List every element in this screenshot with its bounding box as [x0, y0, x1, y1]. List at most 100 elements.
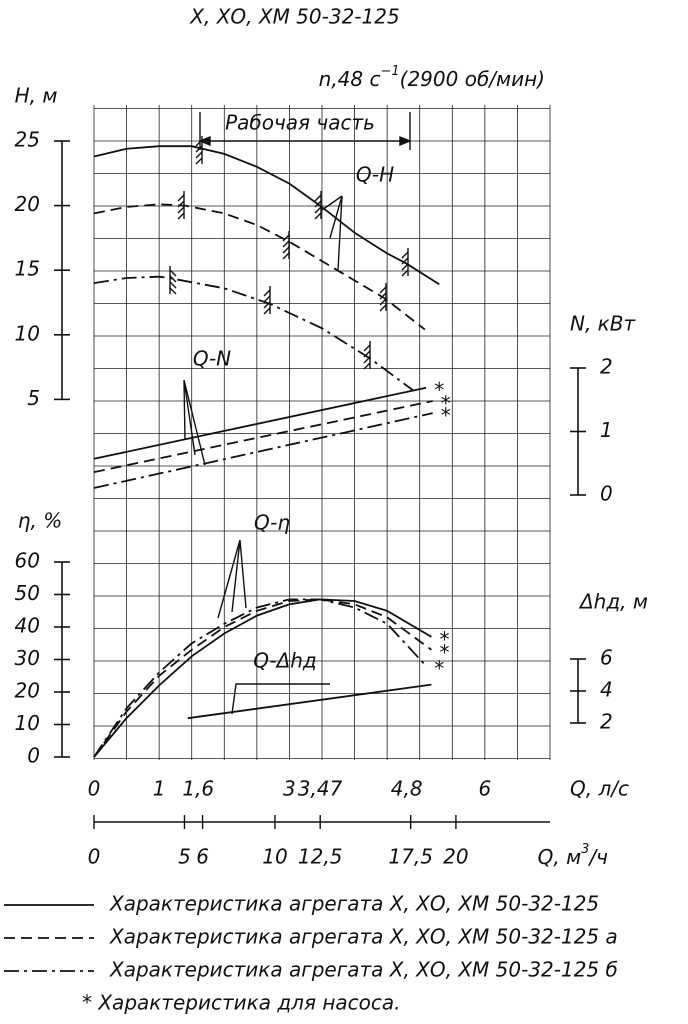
marker-hatch: [363, 362, 371, 370]
curve: [93, 386, 427, 460]
y-tick-label: 0: [27, 744, 40, 768]
q-m3h-tick-label: 10: [262, 845, 287, 869]
y-tick-label: 2: [600, 355, 613, 379]
legend-label: Характеристика агрегата Х, ХО, ХМ 50-32-…: [109, 958, 618, 982]
marker-hatch: [177, 194, 185, 202]
marker-hatch: [169, 287, 177, 295]
q-m3h-tick-label: 0: [88, 845, 101, 869]
marker-hatch: [314, 206, 322, 214]
q-tick-label: 3,47: [298, 777, 343, 801]
pump-mark: *: [434, 657, 444, 681]
marker-hatch: [169, 275, 177, 283]
leader-lines: [183, 195, 343, 715]
curve: [93, 203, 426, 331]
arrow-heads: [198, 135, 412, 147]
curve: [93, 145, 440, 286]
pump-mark: *: [441, 404, 451, 428]
curve: [187, 683, 432, 720]
q-tick-label: 4,8: [391, 777, 423, 801]
marker-hatch: [282, 240, 290, 248]
q-m3h-tick-label: 6: [196, 845, 209, 869]
speed-label: n,48 с−1(2900 об/мин): [319, 64, 545, 91]
leader-q-n: [183, 379, 206, 466]
marker-hatch: [195, 151, 203, 159]
marker-hatch: [195, 139, 203, 147]
legend-note: * Характеристика для насоса.: [82, 991, 401, 1015]
y-tick-label: 50: [15, 581, 40, 605]
marker-hatch: [314, 194, 322, 202]
q-tick-label: 6: [478, 777, 491, 801]
marker-hatch: [379, 292, 387, 300]
y-tick-label: 1: [600, 418, 613, 442]
marker-hatch: [169, 269, 177, 277]
curve: [93, 598, 432, 758]
speed-exponent: −1: [380, 64, 399, 79]
q-m3h-tick-label: 5: [178, 845, 191, 869]
q-m3h-axis-label: Q, м3/ч: [538, 842, 609, 869]
leader-q-h: [321, 195, 343, 271]
speed-text: n,48 с: [319, 67, 381, 91]
y-tick-label: 60: [15, 549, 40, 573]
q-m3h-text: Q, м: [538, 845, 582, 869]
marker-hatch: [379, 304, 387, 312]
marker-hatch: [263, 307, 271, 315]
y-tick-label: 30: [15, 646, 40, 670]
marker-hatch: [401, 257, 409, 265]
curve-label: Q-η: [254, 511, 290, 535]
marker-hatch: [263, 289, 271, 297]
curve: [93, 412, 433, 489]
work-range-arrow: [198, 112, 412, 150]
marker-hatch: [177, 206, 185, 214]
marker-hatch: [282, 246, 290, 254]
marker-hatch: [363, 344, 371, 352]
pump-mark: *: [434, 378, 444, 402]
pump-mark: *: [439, 627, 449, 651]
marker-hatch: [401, 251, 409, 259]
marker-hatch: [177, 212, 185, 220]
marker-hatch: [263, 295, 271, 303]
leader-q-dhd: [231, 683, 330, 715]
curve-label: Q-Δhд: [253, 649, 317, 673]
y-tick-label: 5: [27, 386, 40, 410]
marker-hatch: [195, 157, 203, 165]
y-tick-label: 40: [15, 614, 40, 638]
q-tick-label: 1,6: [182, 777, 214, 801]
curve: [93, 400, 433, 473]
marker-hatch: [401, 269, 409, 277]
y-axis-label: H, м: [15, 84, 58, 108]
y-tick-label: 4: [600, 678, 613, 702]
grid: [93, 105, 551, 760]
pump-mark: *: [439, 640, 449, 664]
y-tick-label: 15: [15, 257, 40, 281]
curve: [93, 598, 432, 758]
y-tick-label: 6: [600, 646, 613, 670]
legend-label: Характеристика агрегата Х, ХО, ХМ 50-32-…: [109, 892, 599, 916]
q-axis-label: Q, л/с: [570, 777, 629, 801]
q-tick-label: 3: [283, 777, 296, 801]
marker-hatch: [169, 281, 177, 289]
curve: [93, 275, 414, 392]
marker-hatch: [282, 252, 290, 260]
curve-label: Q-N: [193, 347, 231, 371]
pump-mark: *: [441, 392, 451, 416]
y-axis-label: η, %: [18, 509, 62, 533]
marker-hatch: [379, 286, 387, 294]
work-range-label: Рабочая часть: [225, 111, 375, 135]
legend-label: Характеристика агрегата Х, ХО, ХМ 50-32-…: [109, 925, 618, 949]
legend: Характеристика агрегата Х, ХО, ХМ 50-32-…: [4, 892, 618, 982]
curve-label: Q-H: [356, 163, 394, 187]
q-m3h-tick-label: 17,5: [388, 845, 433, 869]
y-axis-label: N, кВт: [570, 312, 636, 336]
curve: [93, 598, 427, 758]
marker-hatch: [314, 212, 322, 220]
q-m3h-unit: /ч: [587, 845, 608, 869]
leader-q-eta: [217, 539, 247, 619]
y-tick-label: 2: [600, 710, 613, 734]
chart-title: Х, ХО, ХМ 50-32-125: [189, 5, 399, 29]
speed-value: (2900 об/мин): [400, 67, 545, 91]
marker-hatch: [379, 298, 387, 306]
q-m3h-tick-label: 12,5: [298, 845, 343, 869]
